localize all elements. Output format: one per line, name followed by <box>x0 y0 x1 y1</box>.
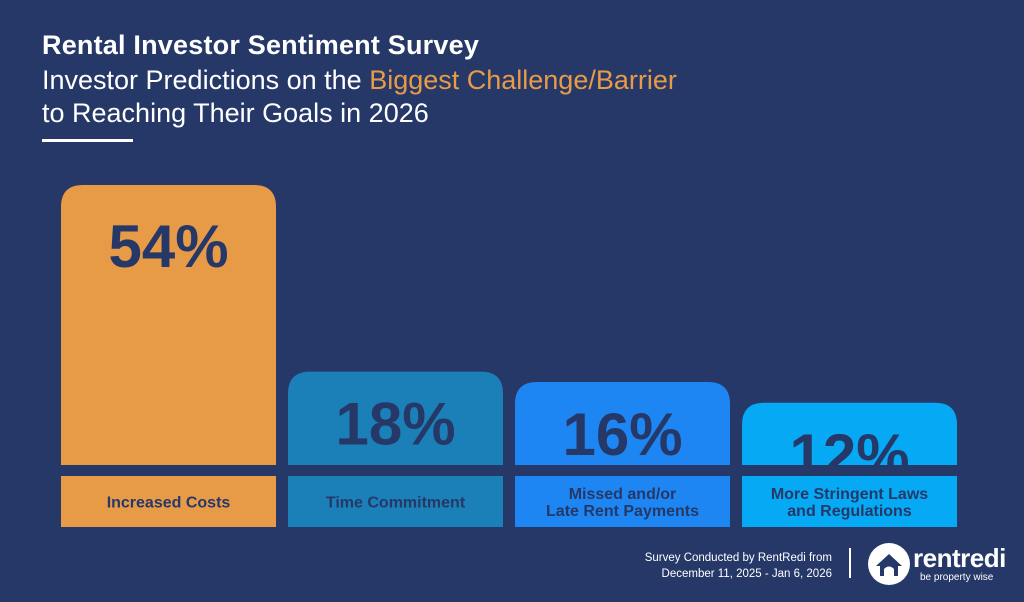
bar <box>288 371 503 465</box>
category-label: Increased Costs <box>107 495 231 512</box>
bar <box>515 382 730 465</box>
bar <box>742 402 957 465</box>
rentredi-house-logo-icon <box>868 543 910 585</box>
value-label: 54% <box>108 213 228 280</box>
survey-note: Survey Conducted by RentRedi from Decemb… <box>600 550 832 582</box>
category-label: and Regulations <box>787 503 912 520</box>
subtitle-prefix: Investor Predictions on the <box>42 65 370 95</box>
bar <box>61 185 276 465</box>
category-label: Late Rent Payments <box>546 503 699 520</box>
category-label-box <box>742 476 957 527</box>
subtitle-suffix: to Reaching Their Goals in 2026 <box>42 98 429 128</box>
survey-note-line-1: Survey Conducted by RentRedi from <box>644 552 832 564</box>
title-underline <box>42 139 133 142</box>
category-label-box <box>61 476 276 527</box>
subtitle-highlight: Biggest Challenge/Barrier <box>369 65 677 95</box>
value-label: 16% <box>562 401 682 468</box>
category-label-box <box>515 476 730 527</box>
chart-subtitle: Investor Predictions on the Biggest Chal… <box>42 64 842 130</box>
category-label: More Stringent Laws <box>771 486 928 503</box>
value-label: 18% <box>335 391 455 458</box>
survey-note-line-2: December 11, 2025 - Jan 6, 2026 <box>661 568 832 580</box>
category-label: Missed and/or <box>569 486 677 503</box>
brand-tagline: be property wise <box>920 572 994 583</box>
chart-title: Rental Investor Sentiment Survey <box>42 30 480 60</box>
footer-divider <box>849 548 851 578</box>
category-label-box <box>288 476 503 527</box>
brand-name: rentredi <box>913 543 1006 573</box>
category-label: Time Commitment <box>326 495 466 512</box>
